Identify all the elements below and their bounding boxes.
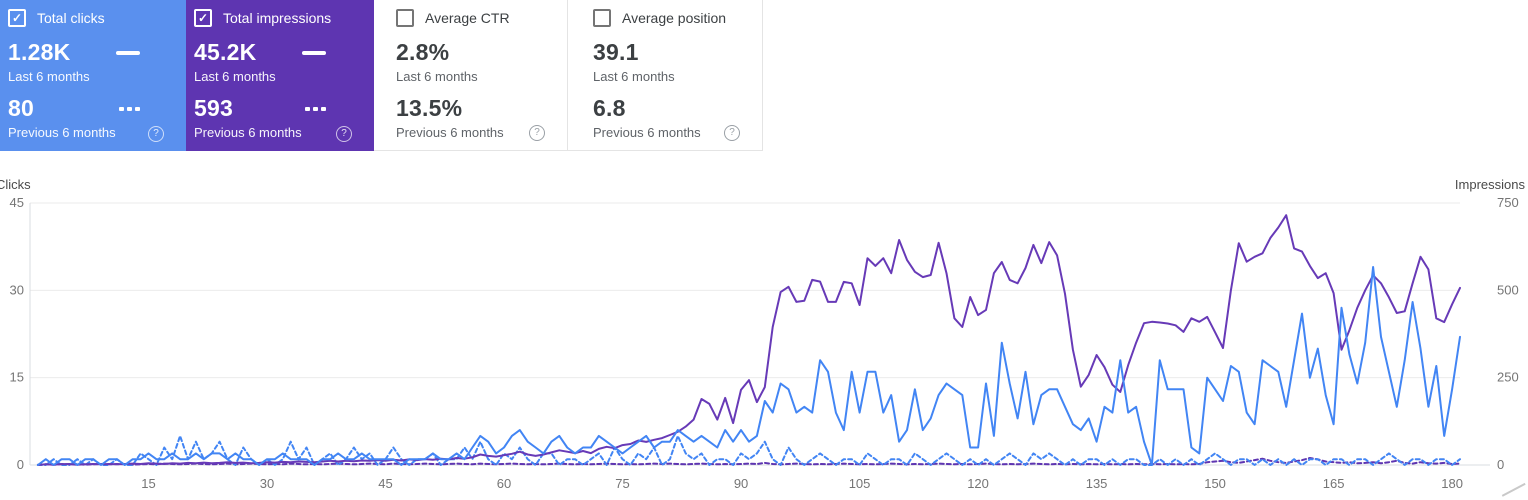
right-axis-tick-label: 750 [1497,195,1519,210]
right-axis-tick-label: 500 [1497,282,1519,297]
left-axis-tick-label: 0 [17,457,24,472]
metric-cards-row: ✓ Total clicks 1.28K Last 6 months 80 Pr… [0,0,763,151]
solid-line-swatch-icon [116,50,140,55]
series-clicks-previous-6-months [36,434,1461,466]
x-axis-tick-label: 60 [497,476,511,491]
current-value: 1.28K [8,39,71,65]
previous-value: 6.8 [593,95,626,121]
dashed-line-swatch-icon [305,106,326,111]
current-label: Last 6 months [194,69,276,84]
left-axis-tick-label: 45 [10,195,24,210]
card-label: Average CTR [425,10,510,26]
x-axis-tick-label: 165 [1323,476,1345,491]
previous-value: 80 [8,95,34,121]
x-axis-tick-label: 105 [849,476,871,491]
help-icon[interactable]: ? [529,125,545,141]
x-axis-tick-label: 90 [734,476,748,491]
card-average-ctr[interactable]: Average CTR 2.8% Last 6 months 13.5% Pre… [374,0,568,151]
help-icon[interactable]: ? [336,126,352,142]
card-average-position[interactable]: Average position 39.1 Last 6 months 6.8 … [568,0,763,151]
help-icon[interactable]: ? [148,126,164,142]
left-axis-tick-label: 15 [10,370,24,385]
card-total-impressions[interactable]: ✓ Total impressions 45.2K Last 6 months … [186,0,374,151]
previous-label: Previous 6 months [593,125,701,140]
x-axis-tick-label: 30 [260,476,274,491]
series-impressions-last-6-months [36,214,1461,466]
x-axis-tick-label: 75 [615,476,629,491]
previous-value-row: 593 [194,95,326,122]
current-value-row: 45.2K [194,39,326,66]
checkbox-checked-icon[interactable]: ✓ [8,9,26,27]
card-total-clicks[interactable]: ✓ Total clicks 1.28K Last 6 months 80 Pr… [0,0,186,151]
x-axis-tick-label: 150 [1204,476,1226,491]
card-title-row: ✓ Total clicks [8,9,178,27]
card-label: Total clicks [37,10,105,26]
card-label: Average position [622,10,727,26]
current-value: 39.1 [593,39,639,65]
x-axis-tick-label: 15 [141,476,155,491]
previous-label: Previous 6 months [194,125,302,140]
card-title-row: Average CTR [396,9,559,27]
solid-line-swatch-icon [302,50,326,55]
series-clicks-last-6-months [36,266,1461,466]
card-title-row: Average position [593,9,754,27]
checkbox-unchecked-icon[interactable] [396,9,414,27]
card-label: Total impressions [223,10,332,26]
current-label: Last 6 months [396,69,478,84]
left-axis-title: Clicks [0,177,31,192]
x-axis-tick-label: 45 [378,476,392,491]
previous-value: 13.5% [396,95,463,121]
right-axis-title: Impressions [1454,177,1525,192]
current-label: Last 6 months [8,69,90,84]
current-label: Last 6 months [593,69,675,84]
left-axis-tick-label: 30 [10,282,24,297]
dashed-line-swatch-icon [119,106,140,111]
x-axis-tick-label: 120 [967,476,989,491]
performance-chart[interactable]: 0 15 30 45 0 250 500 750 15 30 45 60 75 90 105 120 135 15… [0,150,1528,500]
checkbox-checked-icon[interactable]: ✓ [194,9,212,27]
previous-label: Previous 6 months [8,125,116,140]
right-axis-tick-label: 0 [1497,457,1504,472]
current-value-row: 1.28K [8,39,140,66]
previous-value: 593 [194,95,233,121]
previous-value-row: 80 [8,95,140,122]
x-axis-tick-label: 180 [1441,476,1463,491]
x-axis-tick-label: 135 [1086,476,1108,491]
current-value: 2.8% [396,39,450,65]
previous-label: Previous 6 months [396,125,504,140]
right-axis-tick-label: 250 [1497,370,1519,385]
checkbox-unchecked-icon[interactable] [593,9,611,27]
current-value: 45.2K [194,39,257,65]
help-icon[interactable]: ? [724,125,740,141]
card-title-row: ✓ Total impressions [194,9,366,27]
